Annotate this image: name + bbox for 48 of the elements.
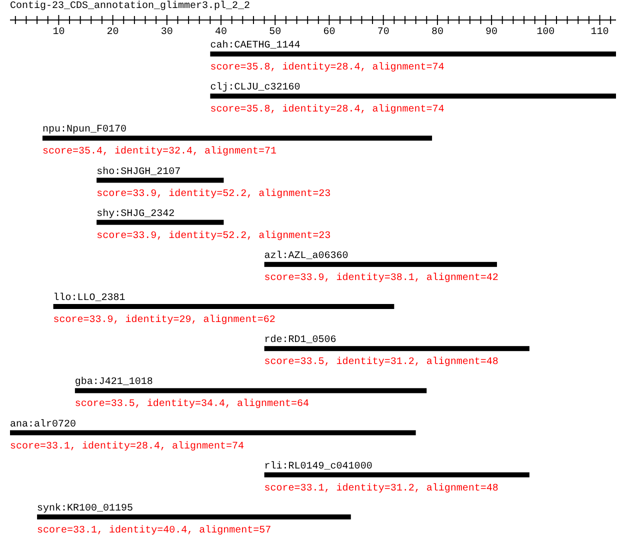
chart-title: Contig-23_CDS_annotation_glimmer3.pl_2_2 — [10, 0, 250, 14]
bar — [210, 94, 616, 99]
bar — [264, 262, 497, 267]
x-tick-label: 40 — [215, 27, 228, 38]
x-tick-label: 90 — [486, 27, 498, 38]
y-tick-label: llo:LLO_2381 — [53, 292, 126, 304]
y-tick-label: rde:RD1_0506 — [264, 334, 336, 346]
bar — [264, 346, 530, 352]
bar — [264, 472, 530, 478]
x-tick-label: 80 — [431, 27, 444, 38]
bar — [10, 430, 416, 436]
x-tick-label: 110 — [590, 27, 609, 38]
bar — [74, 388, 427, 394]
y-tick-label: cah:CAETHG_1144 — [210, 40, 300, 52]
annotation: score=33.1, identity=31.2, alignment=48 — [264, 482, 498, 494]
y-tick-label: ana:alr0720 — [10, 418, 76, 430]
x-tick-label: 60 — [323, 27, 336, 38]
annotation: score=35.8, identity=28.4, alignment=74 — [210, 62, 444, 74]
y-tick-label: rli:RL0149_c041000 — [264, 460, 372, 472]
y-tick-label: azl:AZL_a06360 — [264, 250, 348, 262]
annotation: score=33.5, identity=34.4, alignment=64 — [74, 398, 309, 410]
annotation: score=33.9, identity=38.1, alignment=42 — [264, 272, 498, 284]
annotation: score=33.1, identity=28.4, alignment=74 — [10, 440, 244, 452]
y-tick-label: clj:CLJU_c32160 — [210, 82, 300, 94]
y-tick-label: npu:Npun_F0170 — [42, 124, 126, 136]
bar — [210, 52, 616, 56]
bar — [37, 514, 351, 520]
bar — [53, 304, 394, 309]
annotation: score=33.1, identity=40.4, alignment=57 — [37, 524, 272, 536]
annotation: score=33.9, identity=29, alignment=62 — [53, 314, 276, 326]
annotation: score=33.9, identity=52.2, alignment=23 — [96, 188, 331, 200]
annotation: score=33.5, identity=31.2, alignment=48 — [264, 356, 498, 368]
annotation: score=35.4, identity=32.4, alignment=71 — [42, 146, 277, 158]
x-tick-label: 10 — [52, 27, 65, 38]
y-tick-label: synk:KR100_01195 — [37, 502, 134, 514]
y-tick-label: sho:SHJGH_2107 — [96, 166, 181, 178]
x-tick-label: 20 — [106, 27, 119, 38]
y-tick-label: shy:SHJG_2342 — [96, 208, 175, 220]
x-tick-label: 70 — [377, 27, 390, 38]
x-tick-label: 100 — [536, 27, 555, 38]
y-tick-label: gba:J421_1018 — [74, 376, 153, 388]
bar — [42, 136, 432, 141]
x-tick-label: 30 — [160, 27, 173, 38]
x-tick-label: 50 — [269, 27, 282, 38]
bar — [96, 178, 224, 183]
bar — [96, 220, 224, 225]
annotation: score=35.8, identity=28.4, alignment=74 — [210, 104, 444, 116]
annotation: score=33.9, identity=52.2, alignment=23 — [96, 230, 331, 242]
